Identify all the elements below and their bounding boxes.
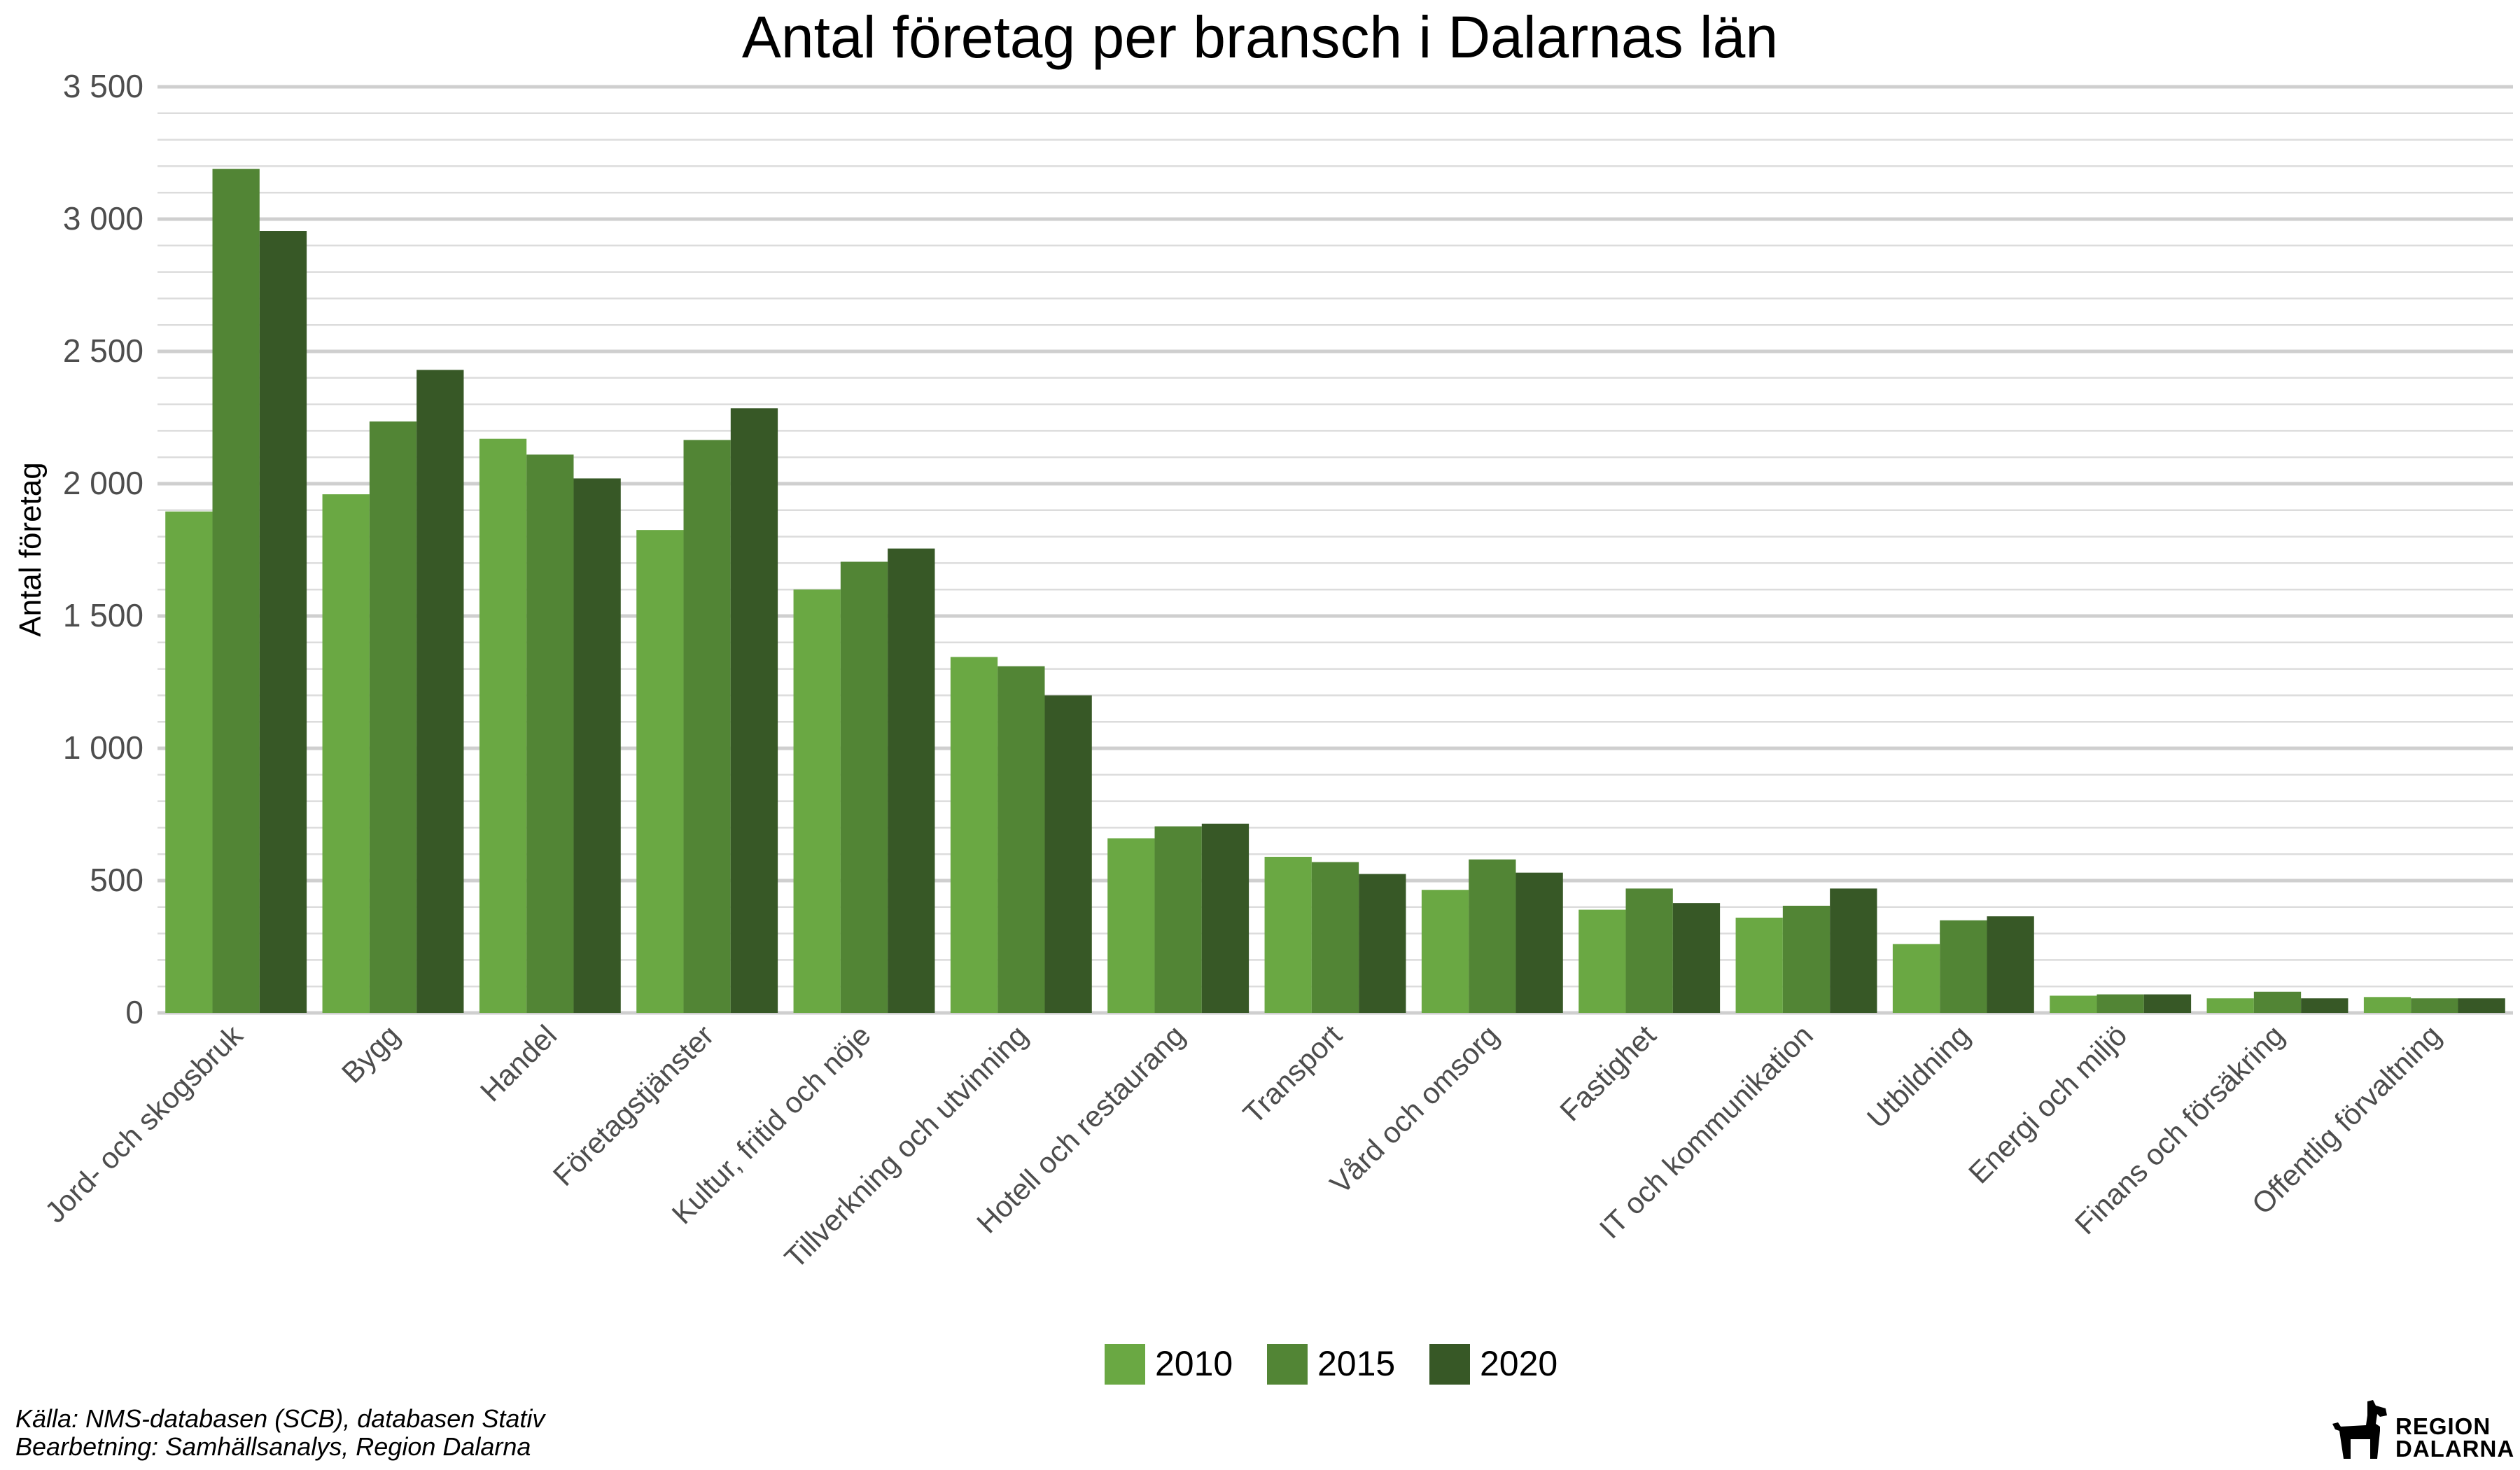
bar [2143,994,2192,1013]
logo-line-1: REGION [2395,1413,2491,1439]
bar [1940,920,1987,1013]
x-tick-label: Fastighet [1553,1018,1662,1128]
bar [2411,998,2458,1013]
x-tick-label: Transport [1237,1018,1348,1130]
bar [1311,862,1359,1013]
bar [1782,905,1830,1013]
bar [259,231,307,1013]
bar [1107,838,1155,1013]
bars [165,169,2505,1014]
bar [165,511,213,1013]
bar [997,666,1045,1013]
y-axis-ticks: 0 500 1 000 1 500 2 000 2 500 3 000 3 500 [63,68,144,1030]
bar [212,169,260,1014]
region-dalarna-logo: REGION DALARNA [2331,1394,2514,1464]
bar [2363,997,2412,1013]
legend-label: 2010 [1155,1344,1233,1383]
bar [1469,859,1516,1013]
bar [1625,888,1673,1013]
y-tick-label: 500 [90,862,144,898]
bar [950,657,998,1013]
chart-title: Antal företag per bransch i Dalarnas län [742,4,1778,70]
y-axis-title: Antal företag [13,462,48,637]
x-tick-label: Vård och omsorg [1324,1018,1505,1200]
bar [1892,944,1940,1013]
legend-label: 2020 [1480,1344,1558,1383]
bar [1359,874,1406,1013]
bar [1516,872,1563,1013]
x-tick-label: Jord- och skogsbruk [38,1018,249,1228]
x-axis-labels: Jord- och skogsbruk Bygg HandelFöretagstjä… [38,1018,2447,1274]
y-tick-label: 3 500 [63,68,144,104]
bar [1672,903,1721,1013]
bar [1735,917,1783,1013]
y-tick-label: 0 [125,994,144,1030]
bar [2253,991,2302,1013]
bar [2206,998,2254,1013]
x-tick-label: Bygg [335,1018,406,1089]
legend-swatch [1105,1344,1145,1385]
bar [1578,909,1626,1013]
bar [369,421,417,1013]
bar [526,454,574,1013]
bar [1830,888,1877,1013]
dala-horse-icon [2332,1400,2387,1459]
bar [322,494,370,1013]
source-line-2: Bearbetning: Samhällsanalys, Region Dala… [15,1432,531,1461]
source-line-1: Källa: NMS-databasen (SCB), databasen St… [15,1404,545,1433]
legend: 2010 2015 2020 [1105,1344,1558,1385]
x-tick-label: Handel [474,1018,563,1107]
x-tick-label: Energi och miljö [1962,1018,2134,1190]
legend-label: 2015 [1317,1344,1395,1383]
y-tick-label: 2 000 [63,465,144,501]
bar [793,589,841,1013]
bar [888,548,935,1013]
legend-swatch [1267,1344,1308,1385]
x-tick-label: Utbildning [1861,1018,1976,1134]
logo-text: REGION DALARNA [2395,1415,2514,1460]
bar [2458,998,2505,1013]
bar [2301,998,2348,1013]
y-tick-label: 2 500 [63,332,144,369]
x-tick-label: Företagstjänster [547,1018,720,1192]
bar [1044,695,1092,1013]
bar [416,370,464,1013]
bar [1264,856,1312,1013]
bar [479,438,527,1013]
bar [1201,823,1250,1013]
bar [840,561,888,1013]
bar [573,478,621,1013]
bar [1421,890,1469,1013]
bar [730,408,778,1013]
bar [2050,995,2097,1013]
y-tick-label: 1 500 [63,597,144,634]
bar [1987,916,2034,1013]
bar [636,530,684,1013]
bar [1154,826,1202,1013]
legend-swatch [1429,1344,1470,1385]
logo-line-2: DALARNA [2395,1436,2515,1462]
bar [683,440,731,1013]
y-tick-label: 3 000 [63,200,144,237]
y-tick-label: 1 000 [63,729,144,766]
bar [2096,994,2144,1013]
